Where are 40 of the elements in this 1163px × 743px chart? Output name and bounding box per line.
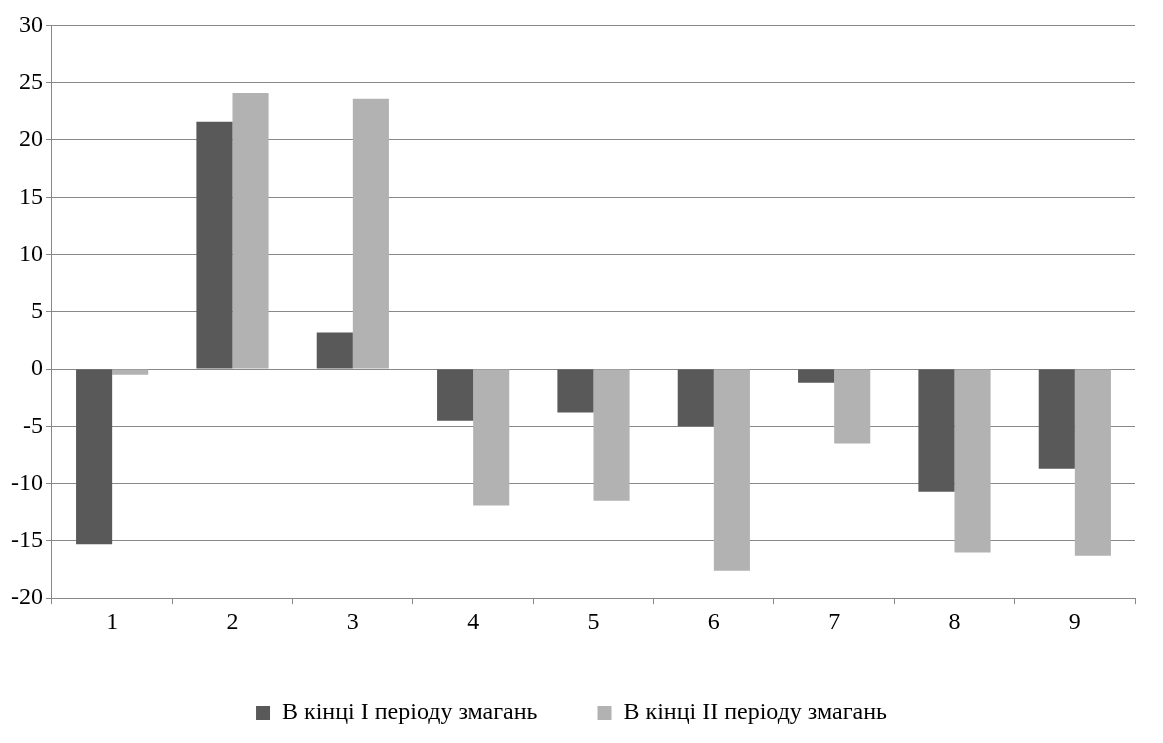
x-tick-label: 7 bbox=[828, 607, 841, 634]
y-tick-label: 30 bbox=[18, 10, 43, 37]
bar bbox=[316, 332, 353, 369]
bar bbox=[954, 369, 991, 553]
bar bbox=[76, 369, 113, 545]
y-tick-label: 10 bbox=[18, 239, 43, 266]
y-tick-label: -15 bbox=[10, 526, 43, 553]
x-tick-label: 3 bbox=[346, 607, 359, 634]
x-tick-label: 9 bbox=[1068, 607, 1081, 634]
y-tick-label: 5 bbox=[30, 297, 43, 324]
bar bbox=[1038, 369, 1075, 469]
bar bbox=[834, 369, 871, 444]
x-tick-label: 2 bbox=[226, 607, 239, 634]
bar bbox=[713, 369, 750, 571]
y-tick-label: -20 bbox=[10, 583, 43, 610]
bar bbox=[593, 369, 630, 501]
bar bbox=[918, 369, 955, 492]
x-tick-label: 6 bbox=[707, 607, 720, 634]
bar bbox=[437, 369, 474, 421]
x-tick-label: 4 bbox=[467, 607, 480, 634]
y-tick-label: -5 bbox=[22, 411, 43, 438]
y-tick-label: 15 bbox=[18, 182, 43, 209]
y-tick-label: 0 bbox=[30, 354, 43, 381]
legend-label: В кінці I періоду змагань bbox=[282, 698, 538, 725]
bar bbox=[352, 98, 389, 369]
bar bbox=[798, 369, 835, 383]
bar bbox=[557, 369, 594, 413]
legend-label: В кінці II періоду змагань bbox=[623, 698, 888, 725]
bar bbox=[677, 369, 714, 427]
bar bbox=[196, 121, 233, 369]
y-tick-label: 25 bbox=[18, 67, 43, 94]
bar bbox=[1074, 369, 1111, 556]
bar bbox=[232, 92, 269, 369]
bar bbox=[112, 369, 149, 375]
x-tick-label: 5 bbox=[587, 607, 600, 634]
x-tick-label: 8 bbox=[948, 607, 961, 634]
y-tick-label: -10 bbox=[10, 468, 43, 495]
y-tick-label: 20 bbox=[18, 125, 43, 152]
bar bbox=[473, 369, 510, 506]
x-tick-label: 1 bbox=[106, 607, 119, 634]
